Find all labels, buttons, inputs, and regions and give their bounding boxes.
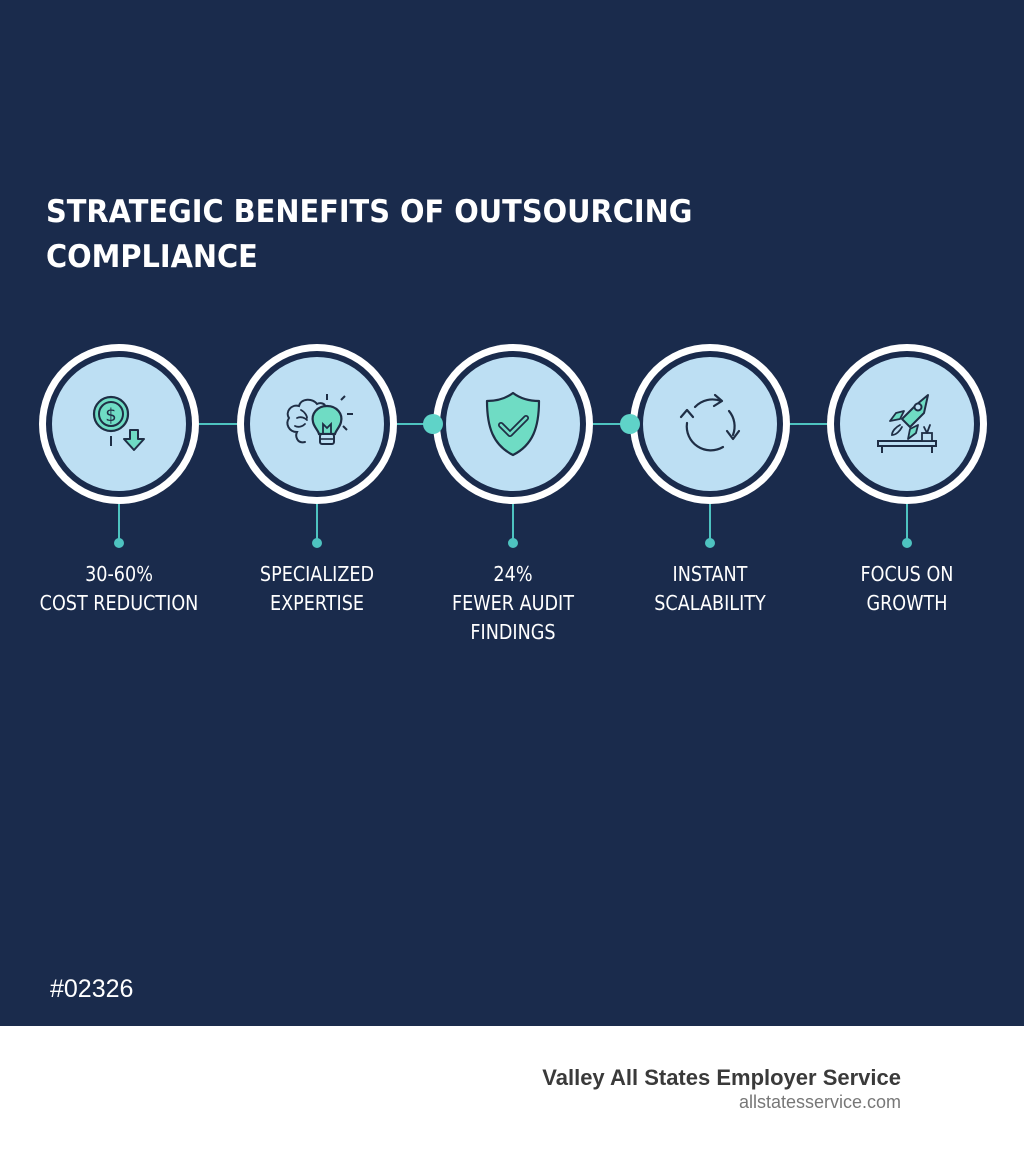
infographic-panel: STRATEGIC BENEFITS OF OUTSOURCING COMPLI… [0,0,1024,1026]
benefit-circle-audit [433,344,593,504]
stem-line [709,504,711,540]
label-line: 24% [493,562,533,586]
label-line: 30-60% [85,562,153,586]
benefit-circle-scalability [630,344,790,504]
label-line: SPECIALIZED [259,562,375,586]
label-line: FINDINGS [470,620,556,644]
title-line-1: STRATEGIC BENEFITS OF OUTSOURCING [46,194,693,230]
benefit-label-audit: 24% FEWER AUDIT FINDINGS [425,560,601,647]
brand-url: allstatesservice.com [738,1092,901,1112]
label-line: SCALABILITY [654,591,766,615]
image-id-tag: #02326 [50,975,134,1003]
svg-text:$: $ [105,405,116,426]
title-line-2: COMPLIANCE [46,239,258,275]
stem-dot [312,538,322,548]
label-line: COST REDUCTION [39,591,199,615]
stem-dot [705,538,715,548]
benefit-circle-expertise [237,344,397,504]
benefit-label-cost: 30-60% COST REDUCTION [31,560,207,618]
benefit-label-scalability: INSTANT SCALABILITY [622,560,798,618]
footer-brand: Valley All States Employer Service allst… [542,1065,901,1113]
stem-dot [114,538,124,548]
stem-line [118,504,120,540]
brain-lightbulb-icon [250,357,384,491]
stem-line [512,504,514,540]
connector-line [790,423,827,425]
connector-line [199,423,237,425]
connector-node [423,414,443,434]
page-title: STRATEGIC BENEFITS OF OUTSOURCING COMPLI… [46,190,753,280]
benefit-circle-cost: $ [39,344,199,504]
dollar-coin-down-arrow-icon: $ [52,357,186,491]
stem-dot [902,538,912,548]
connector-node [620,414,640,434]
refresh-cycle-icon [643,357,777,491]
rocket-desk-icon [840,357,974,491]
brand-name: Valley All States Employer Service [542,1065,901,1090]
benefit-label-expertise: SPECIALIZED EXPERTISE [229,560,405,618]
label-line: GROWTH [866,591,948,615]
stem-line [906,504,908,540]
label-line: FOCUS ON [860,562,954,586]
label-line: FEWER AUDIT [451,591,575,615]
benefit-label-growth: FOCUS ON GROWTH [819,560,995,618]
connector-line [397,423,433,425]
stem-dot [508,538,518,548]
stem-line [316,504,318,540]
shield-check-icon [446,357,580,491]
label-line: INSTANT [672,562,748,586]
label-line: EXPERTISE [269,591,365,615]
connector-line [593,423,630,425]
benefit-circle-growth [827,344,987,504]
